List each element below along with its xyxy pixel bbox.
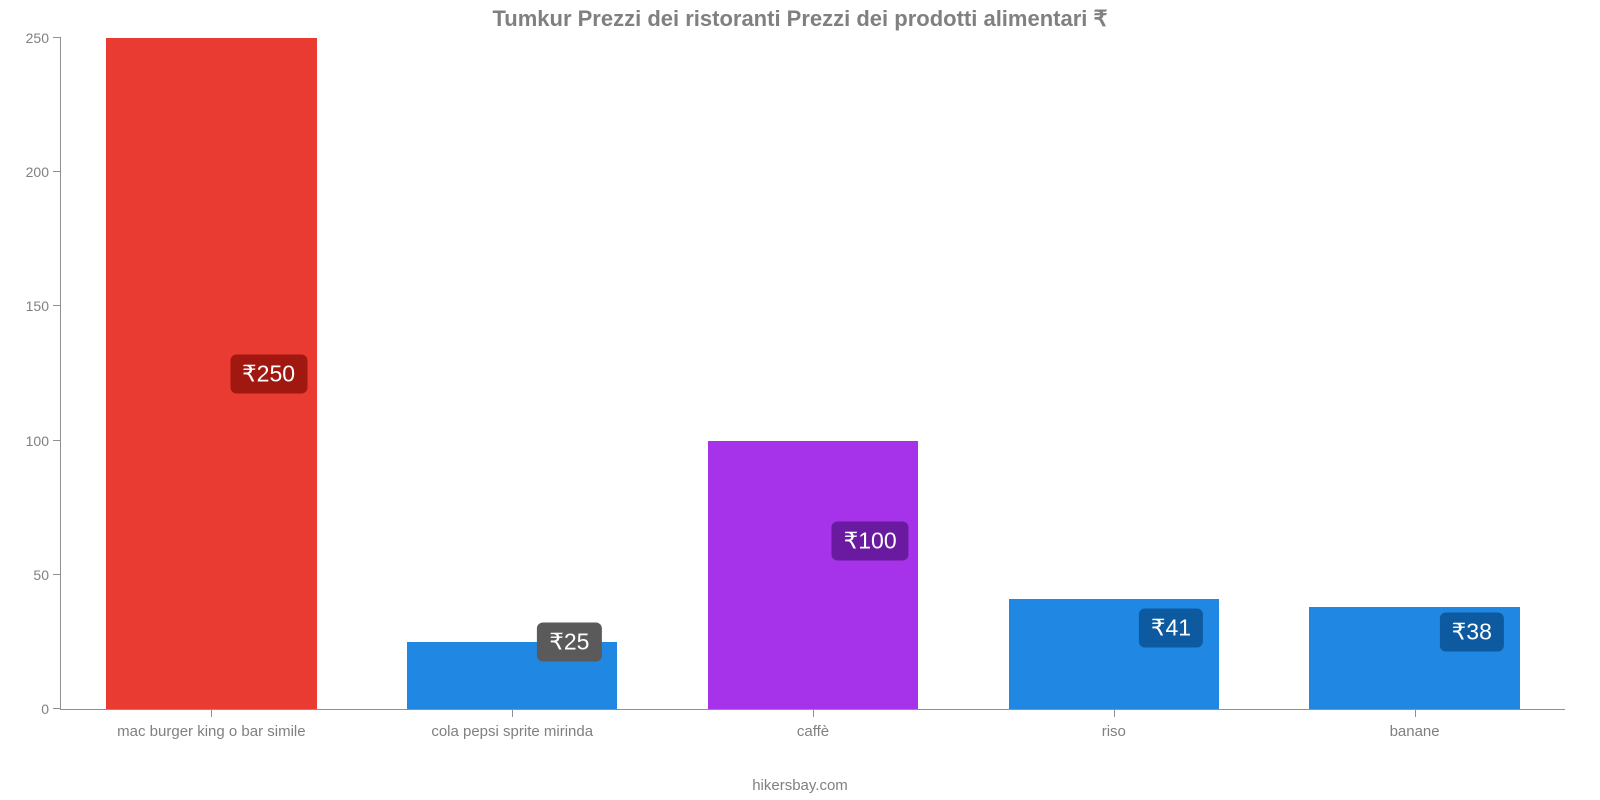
value-badge: ₹41 — [1139, 609, 1203, 648]
x-axis-label: cola pepsi sprite mirinda — [431, 709, 593, 740]
x-axis-label: mac burger king o bar simile — [117, 709, 305, 740]
y-tick-label: 200 — [26, 164, 61, 180]
y-tick-label: 150 — [26, 298, 61, 314]
chart-title: Tumkur Prezzi dei ristoranti Prezzi dei … — [0, 0, 1600, 32]
x-axis-label: riso — [1102, 709, 1126, 740]
chart-footer: hikersbay.com — [0, 777, 1600, 794]
value-badge: ₹250 — [230, 354, 307, 393]
bar — [708, 441, 919, 709]
price-bar-chart: Tumkur Prezzi dei ristoranti Prezzi dei … — [0, 0, 1600, 800]
y-tick-label: 100 — [26, 433, 61, 449]
y-tick-label: 50 — [33, 567, 61, 583]
value-badge: ₹38 — [1440, 612, 1504, 651]
x-axis-label: caffè — [797, 709, 829, 740]
plot-area: 050100150200250mac burger king o bar sim… — [60, 38, 1565, 710]
y-tick-label: 250 — [26, 30, 61, 46]
y-tick-label: 0 — [41, 701, 61, 717]
value-badge: ₹25 — [537, 622, 601, 661]
value-badge: ₹100 — [832, 522, 909, 561]
x-axis-label: banane — [1390, 709, 1440, 740]
